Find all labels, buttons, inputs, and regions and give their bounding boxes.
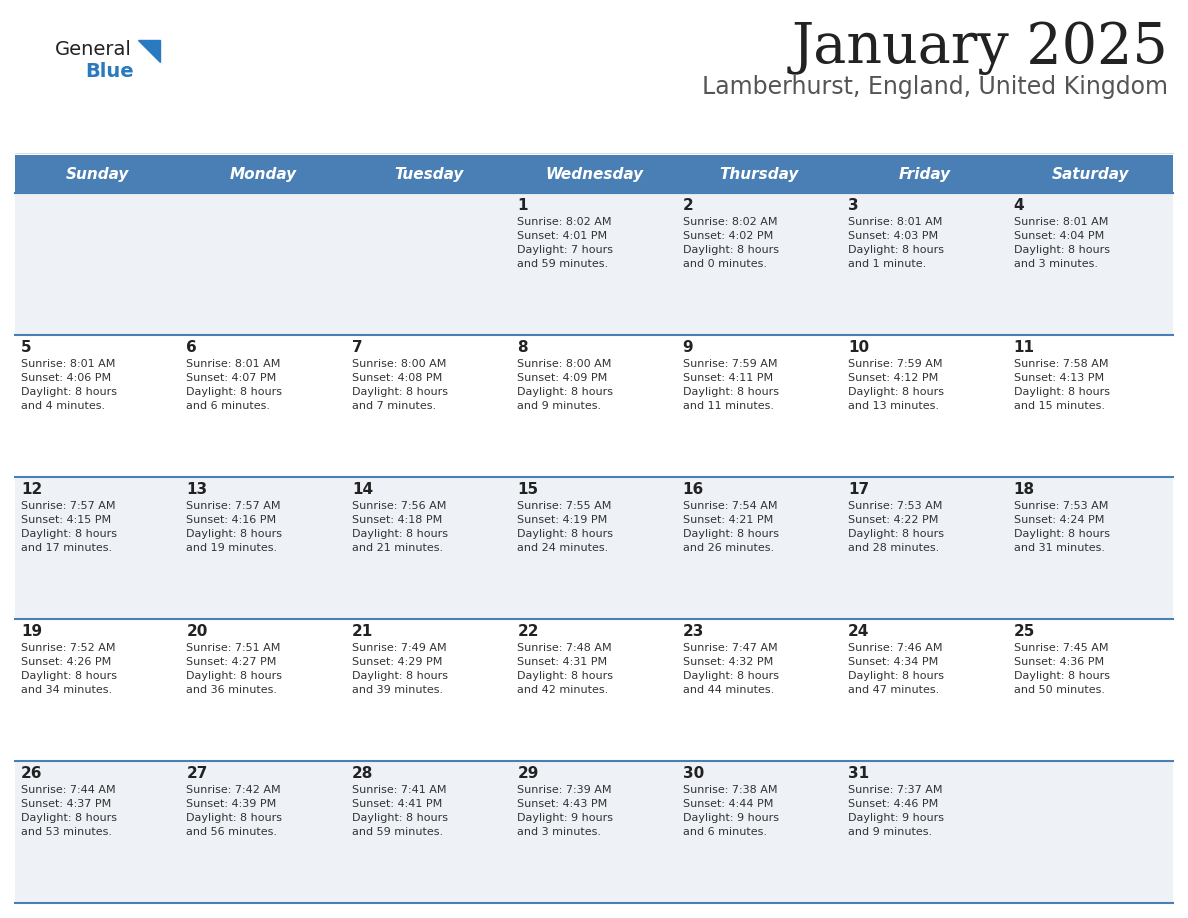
Text: Sunrise: 8:02 AM
Sunset: 4:01 PM
Daylight: 7 hours
and 59 minutes.: Sunrise: 8:02 AM Sunset: 4:01 PM Dayligh… — [517, 217, 613, 269]
Text: Sunrise: 7:52 AM
Sunset: 4:26 PM
Daylight: 8 hours
and 34 minutes.: Sunrise: 7:52 AM Sunset: 4:26 PM Dayligh… — [21, 643, 116, 695]
Text: 16: 16 — [683, 482, 704, 497]
Text: Lamberhurst, England, United Kingdom: Lamberhurst, England, United Kingdom — [702, 75, 1168, 99]
Text: Sunrise: 7:44 AM
Sunset: 4:37 PM
Daylight: 8 hours
and 53 minutes.: Sunrise: 7:44 AM Sunset: 4:37 PM Dayligh… — [21, 785, 116, 837]
Text: 24: 24 — [848, 624, 870, 639]
Text: Thursday: Thursday — [720, 166, 800, 182]
Text: 27: 27 — [187, 766, 208, 781]
Text: 5: 5 — [21, 340, 32, 355]
Text: Sunrise: 7:57 AM
Sunset: 4:16 PM
Daylight: 8 hours
and 19 minutes.: Sunrise: 7:57 AM Sunset: 4:16 PM Dayligh… — [187, 501, 283, 553]
Text: Sunrise: 8:00 AM
Sunset: 4:08 PM
Daylight: 8 hours
and 7 minutes.: Sunrise: 8:00 AM Sunset: 4:08 PM Dayligh… — [352, 359, 448, 411]
Text: Friday: Friday — [899, 166, 950, 182]
Text: 17: 17 — [848, 482, 870, 497]
Text: 1: 1 — [517, 198, 527, 213]
Text: Sunrise: 7:48 AM
Sunset: 4:31 PM
Daylight: 8 hours
and 42 minutes.: Sunrise: 7:48 AM Sunset: 4:31 PM Dayligh… — [517, 643, 613, 695]
Text: 14: 14 — [352, 482, 373, 497]
Text: 19: 19 — [21, 624, 42, 639]
Text: 31: 31 — [848, 766, 870, 781]
Text: 22: 22 — [517, 624, 539, 639]
Text: 8: 8 — [517, 340, 527, 355]
Text: 12: 12 — [21, 482, 43, 497]
Text: Blue: Blue — [86, 62, 133, 81]
Text: Sunrise: 7:38 AM
Sunset: 4:44 PM
Daylight: 9 hours
and 6 minutes.: Sunrise: 7:38 AM Sunset: 4:44 PM Dayligh… — [683, 785, 778, 837]
Text: January 2025: January 2025 — [791, 20, 1168, 74]
Text: Sunrise: 7:39 AM
Sunset: 4:43 PM
Daylight: 9 hours
and 3 minutes.: Sunrise: 7:39 AM Sunset: 4:43 PM Dayligh… — [517, 785, 613, 837]
Text: Sunrise: 7:37 AM
Sunset: 4:46 PM
Daylight: 9 hours
and 9 minutes.: Sunrise: 7:37 AM Sunset: 4:46 PM Dayligh… — [848, 785, 944, 837]
Text: Sunrise: 7:54 AM
Sunset: 4:21 PM
Daylight: 8 hours
and 26 minutes.: Sunrise: 7:54 AM Sunset: 4:21 PM Dayligh… — [683, 501, 778, 553]
Text: Sunrise: 7:49 AM
Sunset: 4:29 PM
Daylight: 8 hours
and 39 minutes.: Sunrise: 7:49 AM Sunset: 4:29 PM Dayligh… — [352, 643, 448, 695]
Text: 21: 21 — [352, 624, 373, 639]
Text: Sunrise: 8:01 AM
Sunset: 4:07 PM
Daylight: 8 hours
and 6 minutes.: Sunrise: 8:01 AM Sunset: 4:07 PM Dayligh… — [187, 359, 283, 411]
Text: Saturday: Saturday — [1051, 166, 1129, 182]
Text: 26: 26 — [21, 766, 43, 781]
Bar — [15, 155, 1173, 193]
Text: 29: 29 — [517, 766, 538, 781]
Text: Tuesday: Tuesday — [394, 166, 463, 182]
Text: Sunrise: 7:59 AM
Sunset: 4:11 PM
Daylight: 8 hours
and 11 minutes.: Sunrise: 7:59 AM Sunset: 4:11 PM Dayligh… — [683, 359, 778, 411]
Text: Wednesday: Wednesday — [545, 166, 643, 182]
Text: Sunrise: 7:57 AM
Sunset: 4:15 PM
Daylight: 8 hours
and 17 minutes.: Sunrise: 7:57 AM Sunset: 4:15 PM Dayligh… — [21, 501, 116, 553]
Text: Sunrise: 7:42 AM
Sunset: 4:39 PM
Daylight: 8 hours
and 56 minutes.: Sunrise: 7:42 AM Sunset: 4:39 PM Dayligh… — [187, 785, 283, 837]
Text: Sunrise: 7:56 AM
Sunset: 4:18 PM
Daylight: 8 hours
and 21 minutes.: Sunrise: 7:56 AM Sunset: 4:18 PM Dayligh… — [352, 501, 448, 553]
Text: 20: 20 — [187, 624, 208, 639]
Text: Sunrise: 8:02 AM
Sunset: 4:02 PM
Daylight: 8 hours
and 0 minutes.: Sunrise: 8:02 AM Sunset: 4:02 PM Dayligh… — [683, 217, 778, 269]
Text: Sunrise: 7:45 AM
Sunset: 4:36 PM
Daylight: 8 hours
and 50 minutes.: Sunrise: 7:45 AM Sunset: 4:36 PM Dayligh… — [1013, 643, 1110, 695]
Text: 30: 30 — [683, 766, 704, 781]
Text: General: General — [55, 40, 132, 59]
Text: Sunrise: 8:00 AM
Sunset: 4:09 PM
Daylight: 8 hours
and 9 minutes.: Sunrise: 8:00 AM Sunset: 4:09 PM Dayligh… — [517, 359, 613, 411]
Text: Sunrise: 7:41 AM
Sunset: 4:41 PM
Daylight: 8 hours
and 59 minutes.: Sunrise: 7:41 AM Sunset: 4:41 PM Dayligh… — [352, 785, 448, 837]
Text: Sunrise: 7:46 AM
Sunset: 4:34 PM
Daylight: 8 hours
and 47 minutes.: Sunrise: 7:46 AM Sunset: 4:34 PM Dayligh… — [848, 643, 944, 695]
Text: 10: 10 — [848, 340, 870, 355]
Text: 4: 4 — [1013, 198, 1024, 213]
Bar — [15, 761, 1173, 903]
Text: 6: 6 — [187, 340, 197, 355]
Text: 13: 13 — [187, 482, 208, 497]
Text: Sunrise: 7:55 AM
Sunset: 4:19 PM
Daylight: 8 hours
and 24 minutes.: Sunrise: 7:55 AM Sunset: 4:19 PM Dayligh… — [517, 501, 613, 553]
Text: 9: 9 — [683, 340, 694, 355]
Bar — [15, 193, 1173, 335]
Bar — [15, 335, 1173, 477]
Text: Sunrise: 8:01 AM
Sunset: 4:03 PM
Daylight: 8 hours
and 1 minute.: Sunrise: 8:01 AM Sunset: 4:03 PM Dayligh… — [848, 217, 944, 269]
Bar — [15, 619, 1173, 761]
Text: Sunrise: 7:47 AM
Sunset: 4:32 PM
Daylight: 8 hours
and 44 minutes.: Sunrise: 7:47 AM Sunset: 4:32 PM Dayligh… — [683, 643, 778, 695]
Text: Sunday: Sunday — [67, 166, 129, 182]
Text: 3: 3 — [848, 198, 859, 213]
Text: 18: 18 — [1013, 482, 1035, 497]
Text: 23: 23 — [683, 624, 704, 639]
Text: 11: 11 — [1013, 340, 1035, 355]
Text: 15: 15 — [517, 482, 538, 497]
Bar — [15, 477, 1173, 619]
Text: Sunrise: 7:53 AM
Sunset: 4:24 PM
Daylight: 8 hours
and 31 minutes.: Sunrise: 7:53 AM Sunset: 4:24 PM Dayligh… — [1013, 501, 1110, 553]
Text: Sunrise: 7:51 AM
Sunset: 4:27 PM
Daylight: 8 hours
and 36 minutes.: Sunrise: 7:51 AM Sunset: 4:27 PM Dayligh… — [187, 643, 283, 695]
Text: 25: 25 — [1013, 624, 1035, 639]
Text: Sunrise: 8:01 AM
Sunset: 4:06 PM
Daylight: 8 hours
and 4 minutes.: Sunrise: 8:01 AM Sunset: 4:06 PM Dayligh… — [21, 359, 116, 411]
Text: Sunrise: 7:59 AM
Sunset: 4:12 PM
Daylight: 8 hours
and 13 minutes.: Sunrise: 7:59 AM Sunset: 4:12 PM Dayligh… — [848, 359, 944, 411]
Text: Sunrise: 8:01 AM
Sunset: 4:04 PM
Daylight: 8 hours
and 3 minutes.: Sunrise: 8:01 AM Sunset: 4:04 PM Dayligh… — [1013, 217, 1110, 269]
Text: Sunrise: 7:53 AM
Sunset: 4:22 PM
Daylight: 8 hours
and 28 minutes.: Sunrise: 7:53 AM Sunset: 4:22 PM Dayligh… — [848, 501, 944, 553]
Text: 7: 7 — [352, 340, 362, 355]
Text: Sunrise: 7:58 AM
Sunset: 4:13 PM
Daylight: 8 hours
and 15 minutes.: Sunrise: 7:58 AM Sunset: 4:13 PM Dayligh… — [1013, 359, 1110, 411]
Text: 28: 28 — [352, 766, 373, 781]
Text: Monday: Monday — [229, 166, 297, 182]
Text: 2: 2 — [683, 198, 694, 213]
Polygon shape — [138, 40, 160, 62]
